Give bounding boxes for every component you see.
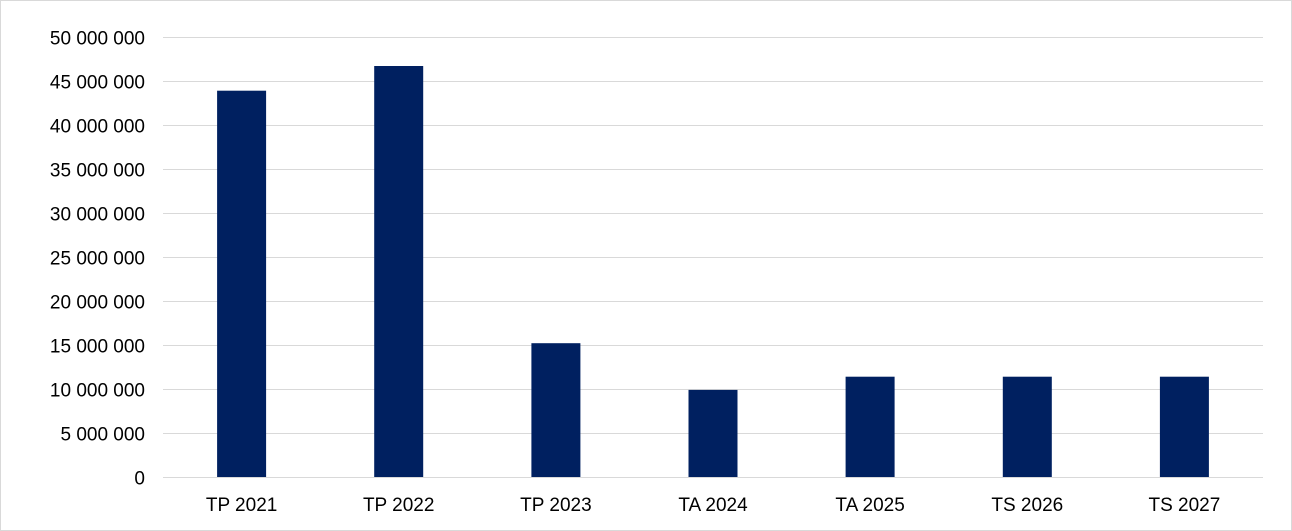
y-tick-label: 35 000 000	[50, 161, 145, 182]
x-tick-label: TS 2026	[991, 495, 1063, 516]
x-tick-label: TA 2024	[678, 495, 748, 516]
x-tick-label: TS 2027	[1148, 495, 1220, 516]
x-tick-label: TP 2023	[520, 495, 591, 516]
y-tick-label: 50 000 000	[50, 29, 145, 50]
y-tick-label: 30 000 000	[50, 205, 145, 226]
y-axis-ticks: 0 5 000 000 10 000 000 15 000 000 20 000 000…	[50, 29, 145, 490]
bars	[217, 66, 1209, 477]
y-tick-label: 15 000 000	[50, 337, 145, 358]
y-tick-label: 45 000 000	[50, 73, 145, 94]
y-tick-label: 10 000 000	[50, 381, 145, 402]
bar	[1002, 376, 1052, 477]
y-tick-label: 0	[134, 469, 145, 490]
bar	[531, 343, 581, 477]
y-tick-label: 40 000 000	[50, 117, 145, 138]
bar	[217, 90, 267, 477]
x-tick-label: TA 2025	[835, 495, 904, 516]
gridlines	[163, 37, 1263, 478]
bar	[688, 389, 738, 477]
x-tick-label: TP 2022	[363, 495, 434, 516]
bar	[845, 376, 895, 477]
x-tick-label: TP 2021	[206, 495, 277, 516]
bar	[374, 66, 424, 477]
y-tick-label: 20 000 000	[50, 293, 145, 314]
y-tick-label: 25 000 000	[50, 249, 145, 270]
x-axis-ticks: TP 2021 TP 2022 TP 2023 TA 2024 TA 2025 TS 20…	[206, 495, 1220, 516]
bar	[1159, 376, 1209, 477]
y-tick-label: 5 000 000	[60, 425, 145, 446]
